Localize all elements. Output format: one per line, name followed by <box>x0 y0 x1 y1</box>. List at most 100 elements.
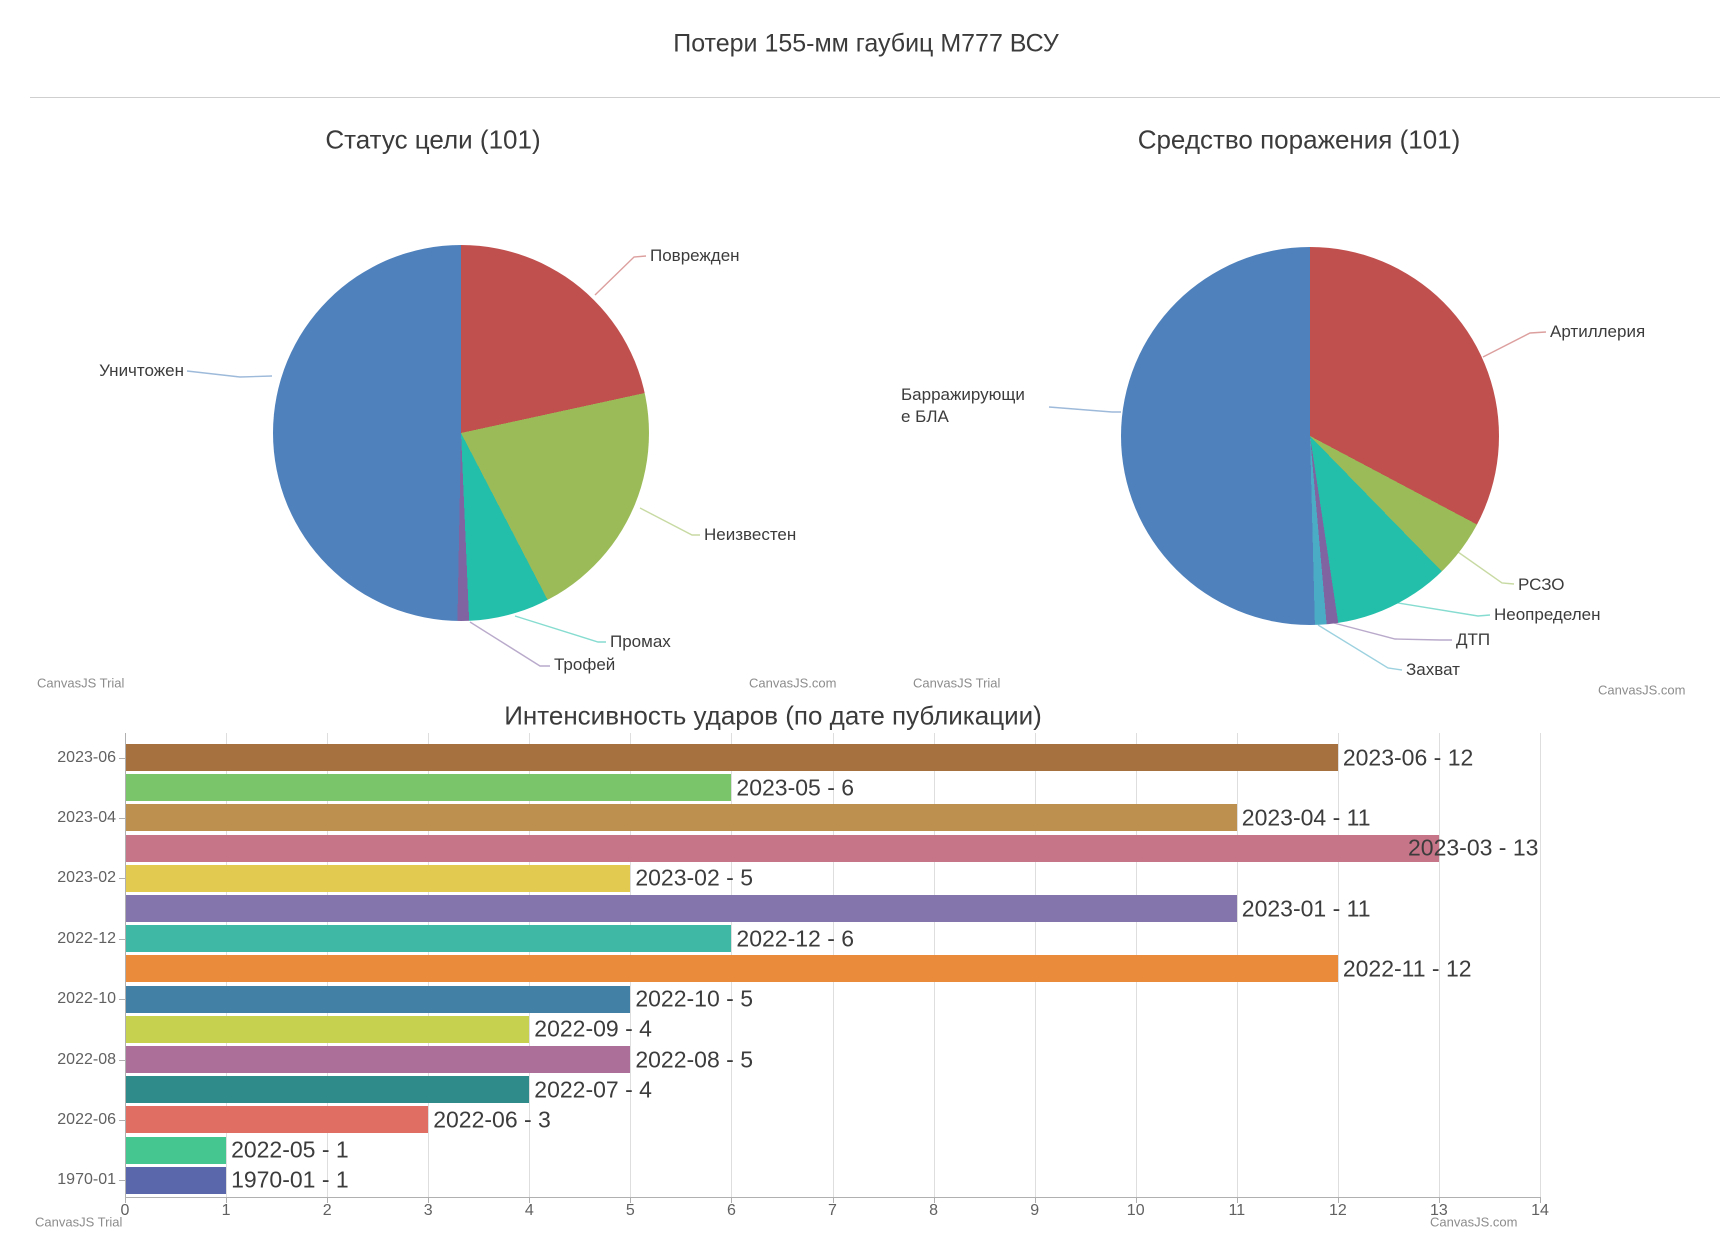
y-axis-tick <box>119 1059 125 1061</box>
y-axis-label-2022-10: 2022-10 <box>57 990 116 1008</box>
page-title: Потери 155-мм гаубиц M777 ВСУ <box>673 29 1059 58</box>
pie-leader-line <box>1329 621 1452 641</box>
x-axis-label-6: 6 <box>726 1202 736 1219</box>
y-axis-tick <box>119 757 125 759</box>
y-axis-label-2022-06: 2022-06 <box>57 1110 116 1128</box>
bar-value-label: 2023-03 - 13 <box>1408 834 1539 861</box>
pie-leader-line <box>1048 406 1121 413</box>
bar-chart-title: Интенсивность ударов (по дате публикации… <box>504 700 1042 731</box>
bar-2023-01 <box>126 895 1237 922</box>
bar-1970-01 <box>126 1166 227 1194</box>
pie1-title: Статус цели (101) <box>325 124 541 155</box>
bar-2022-07 <box>126 1076 530 1104</box>
y-axis-label-2022-12: 2022-12 <box>57 929 116 947</box>
divider-line <box>30 97 1720 98</box>
bar-value-label: 2022-05 - 1 <box>231 1136 349 1163</box>
y-axis-line <box>125 733 126 1197</box>
x-axis-tick <box>1034 1197 1036 1203</box>
pie-slice-label: Промах <box>610 632 671 651</box>
x-axis-tick <box>933 1197 935 1203</box>
pie-slice-label: Барражирующи е БЛА <box>901 385 1025 426</box>
pie-leader-line <box>594 255 647 296</box>
pie2-canvasjs-link[interactable]: CanvasJS.com <box>1598 682 1686 698</box>
bar-value-label: 2023-06 - 12 <box>1342 744 1474 770</box>
pie-slice-label: Трофей <box>554 655 616 674</box>
pie-leader-line <box>1391 601 1491 617</box>
pie-slice-label: Поврежден <box>650 246 740 265</box>
bar-2022-06 <box>126 1106 429 1134</box>
pie-chart-2[interactable] <box>1121 247 1499 625</box>
x-axis-label-0: 0 <box>120 1202 130 1219</box>
bar-value-label: 2022-10 - 5 <box>635 985 753 1012</box>
pie-leader-line <box>1317 624 1403 671</box>
pie-slice-label: Захват <box>1406 660 1460 679</box>
bar-2022-05 <box>126 1136 227 1164</box>
bar-2022-12 <box>126 925 732 953</box>
bar-2023-02 <box>126 864 631 892</box>
bar-value-label: 2022-09 - 4 <box>534 1015 652 1042</box>
x-axis-label-7: 7 <box>828 1202 837 1219</box>
x-axis-label-9: 9 <box>1030 1202 1040 1219</box>
x-axis-tick <box>630 1197 632 1203</box>
pie-slice-label: Неизвестен <box>704 525 797 544</box>
x-axis-tick <box>125 1197 126 1203</box>
y-axis-tick <box>119 938 125 940</box>
bar-value-label: 2022-06 - 3 <box>433 1106 551 1133</box>
gridline-x-12 <box>1337 733 1339 1197</box>
x-axis-tick <box>1438 1197 1440 1203</box>
pie1-canvasjs-link[interactable]: CanvasJS.com <box>749 675 837 691</box>
pie-leader-line <box>1482 331 1547 358</box>
x-axis-tick <box>226 1197 228 1203</box>
y-axis-tick <box>119 817 125 819</box>
pie-slice-label: РСЗО <box>1518 575 1565 594</box>
x-axis-label-4: 4 <box>524 1202 534 1219</box>
pie-leader-line <box>186 370 273 378</box>
barchart-canvasjs-link[interactable]: CanvasJS.com <box>1430 1214 1518 1230</box>
y-axis-tick <box>119 999 125 1001</box>
bar-value-label: 2022-11 - 12 <box>1342 955 1472 982</box>
bar-value-label: 2023-02 - 5 <box>635 864 753 891</box>
y-axis-label-2023-02: 2023-02 <box>57 869 116 887</box>
bar-2022-08 <box>126 1046 631 1073</box>
bar-value-label: 2022-07 - 4 <box>534 1076 652 1103</box>
y-axis-label-1970-01: 1970-01 <box>57 1171 116 1189</box>
x-axis-label-11: 11 <box>1228 1202 1246 1219</box>
bar-2023-05 <box>126 774 732 802</box>
x-axis-label-1: 1 <box>221 1202 231 1219</box>
bar-value-label: 1970-01 - 1 <box>231 1166 349 1193</box>
pie-leader-line <box>639 507 700 536</box>
x-axis-label-3: 3 <box>423 1202 433 1219</box>
bar-2023-06 <box>126 744 1338 771</box>
gridline-x-14 <box>1540 733 1541 1197</box>
bar-value-label: 2022-12 - 6 <box>736 925 855 952</box>
pie-leader-line <box>1457 551 1515 585</box>
y-axis-label-2022-08: 2022-08 <box>57 1050 116 1068</box>
x-axis-tick <box>327 1197 329 1203</box>
x-axis-tick <box>731 1197 733 1203</box>
x-axis-label-12: 12 <box>1328 1202 1347 1219</box>
x-axis-tick <box>1135 1197 1137 1203</box>
pie-chart-1[interactable] <box>273 245 649 621</box>
y-axis-tick <box>119 878 125 880</box>
bar-2023-03 <box>126 834 1439 862</box>
y-axis-label-2023-06: 2023-06 <box>57 748 116 766</box>
bar-value-label: 2022-08 - 5 <box>635 1046 753 1072</box>
pie-slice-label: ДТП <box>1456 630 1491 649</box>
x-axis-label-8: 8 <box>929 1202 939 1219</box>
x-axis-label-5: 5 <box>625 1202 635 1219</box>
bar-2023-04 <box>126 804 1237 832</box>
barchart-trial-watermark: CanvasJS Trial <box>35 1214 123 1230</box>
pie1-trial-watermark: CanvasJS Trial <box>37 675 125 691</box>
y-axis-label-2023-04: 2023-04 <box>57 808 116 826</box>
bar-value-label: 2023-01 - 11 <box>1241 895 1371 921</box>
pie-slice-label: Неопределен <box>1494 605 1601 624</box>
x-axis-tick <box>1540 1197 1541 1203</box>
x-axis-label-14: 14 <box>1531 1202 1549 1219</box>
pie-slice-label: Артиллерия <box>1550 322 1646 341</box>
pie-slice-label: Уничтожен <box>99 361 184 380</box>
pie2-trial-watermark: CanvasJS Trial <box>913 675 1001 691</box>
x-axis-tick <box>428 1197 430 1203</box>
bar-2022-10 <box>126 985 631 1013</box>
bar-value-label: 2023-04 - 11 <box>1241 804 1371 831</box>
